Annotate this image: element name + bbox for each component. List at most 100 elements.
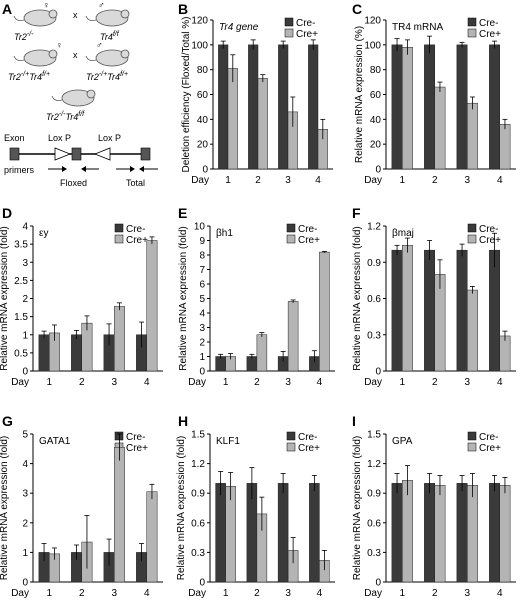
genotype-label: Tr4f/f xyxy=(100,31,120,42)
y-tick-label: 10 xyxy=(194,222,206,233)
x-tick-label: 2 xyxy=(255,175,261,186)
legend-swatch xyxy=(114,234,124,244)
y-tick-label: 1 xyxy=(22,548,28,559)
bar xyxy=(499,485,511,583)
y-tick-label: 3 xyxy=(22,258,28,269)
bar xyxy=(402,47,413,170)
y-tick-label: 0.6 xyxy=(367,294,381,305)
x-tick-label: 3 xyxy=(111,377,117,388)
mouse-icon xyxy=(85,49,130,67)
y-axis-label: Relative mRNA expression (fold) xyxy=(176,436,187,581)
x-tick-label: 2 xyxy=(432,377,438,388)
bar xyxy=(456,249,468,372)
legend-label: Cre- xyxy=(296,18,315,29)
x-tick-label: 4 xyxy=(497,175,503,186)
x-axis-label: Day xyxy=(11,588,29,599)
female-symbol: ♀ xyxy=(56,40,63,50)
y-tick-label: 1 xyxy=(22,330,28,341)
y-tick-label: 6 xyxy=(199,280,205,291)
y-tick-label: 40 xyxy=(370,115,382,126)
legend-swatch xyxy=(286,431,296,441)
x-axis-label: Day xyxy=(364,377,382,388)
y-tick-label: 0.3 xyxy=(367,548,381,559)
y-tick-label: 0 xyxy=(199,578,205,589)
x-tick-label: 3 xyxy=(285,588,291,599)
legend-label: Cre+ xyxy=(296,29,318,40)
y-tick-label: 2 xyxy=(22,518,28,529)
loxp-triangle xyxy=(54,147,72,161)
y-tick-label: 1 xyxy=(199,352,205,363)
bar xyxy=(256,334,268,372)
x-tick-label: 3 xyxy=(464,588,470,599)
y-tick-label: 5 xyxy=(199,294,205,305)
chart-panel-h: H 0 0.3 0.6 0.9 1.2 1.5 Relative mRNA expressio… xyxy=(176,413,335,599)
panel-letter: D xyxy=(2,205,12,221)
y-tick-label: 3.5 xyxy=(14,240,28,251)
chart-panel-f: F 0 0.3 0.6 0.9 1.2 Relative mRNA expression (… xyxy=(352,205,516,388)
y-axis-label: Relative mRNA expression (fold) xyxy=(352,226,363,371)
bar xyxy=(434,485,446,583)
bar xyxy=(456,483,468,583)
legend-swatch xyxy=(286,223,296,233)
legend-label: Cre- xyxy=(479,18,498,29)
legend-swatch xyxy=(286,234,296,244)
y-tick-label: 1.5 xyxy=(191,430,205,441)
x-tick-label: 1 xyxy=(223,588,229,599)
bar xyxy=(248,44,259,170)
x-tick-label: 2 xyxy=(79,588,85,599)
chart-panel-g: G 0 1 2 3 4 5 Relative mRNA expression (fold) GA… xyxy=(0,413,163,599)
x-tick-label: 1 xyxy=(46,377,52,388)
genotype-label: Tr2-/- xyxy=(14,31,34,42)
mouse-icon xyxy=(51,89,96,107)
chart-title: εy xyxy=(39,228,48,239)
bar xyxy=(499,124,511,170)
legend-swatch xyxy=(286,442,296,452)
y-tick-label: 2 xyxy=(199,338,205,349)
panel-letter: F xyxy=(352,205,361,221)
legend-label: Cre- xyxy=(479,432,498,443)
x-tick-label: 4 xyxy=(317,377,323,388)
x-tick-label: 1 xyxy=(223,377,229,388)
loxp-label: Lox P xyxy=(48,133,71,143)
legend-label: Cre- xyxy=(479,224,498,235)
chart-panel-e: E 0 1 2 3 4 5 6 7 8 9 10 Relative mRNA expression (f… xyxy=(178,205,335,388)
y-tick-label: 60 xyxy=(370,90,382,101)
chart-title: βmaj xyxy=(392,228,414,239)
panel-letter: H xyxy=(178,413,188,429)
x-tick-label: 4 xyxy=(317,588,323,599)
chart-title: Tr4 gene xyxy=(219,22,259,33)
primer-arrow xyxy=(139,166,144,172)
legend-swatch xyxy=(467,442,477,452)
y-axis-label: Deletion efficiency (Floxed/Total %) xyxy=(181,17,192,173)
bar xyxy=(391,44,403,170)
cross-symbol: x xyxy=(73,10,78,20)
y-tick-label: 5 xyxy=(22,430,28,441)
y-tick-label: 0 xyxy=(375,165,381,176)
y-tick-label: 0 xyxy=(22,578,28,589)
bar xyxy=(146,240,158,372)
legend-label: Cre+ xyxy=(479,443,501,454)
y-tick-label: 0 xyxy=(202,165,208,176)
genotype-label: Tr2-/-Tr4f/f xyxy=(46,111,85,122)
y-tick-label: 4 xyxy=(22,222,28,233)
y-axis-label: Relative mRNA expression (fold) xyxy=(0,226,10,371)
mouse-icon xyxy=(13,49,58,67)
y-tick-label: 9 xyxy=(199,236,205,247)
bar xyxy=(38,334,50,372)
legend-label: Cre- xyxy=(298,224,317,235)
bar xyxy=(308,44,319,170)
loxp-label: Lox P xyxy=(98,133,121,143)
y-tick-label: 1.2 xyxy=(367,222,381,233)
x-tick-label: 1 xyxy=(399,377,405,388)
chart-title: GPA xyxy=(392,436,413,447)
genotype-label: Tr2-/+Tr4f/+ xyxy=(86,71,128,82)
floxed-label: Floxed xyxy=(60,178,87,188)
bar xyxy=(424,249,436,372)
y-axis-label: Relative mRNA expression (fold) xyxy=(178,226,189,371)
y-tick-label: 2.5 xyxy=(14,276,28,287)
primer-arrow xyxy=(62,166,67,172)
bar xyxy=(489,249,501,372)
